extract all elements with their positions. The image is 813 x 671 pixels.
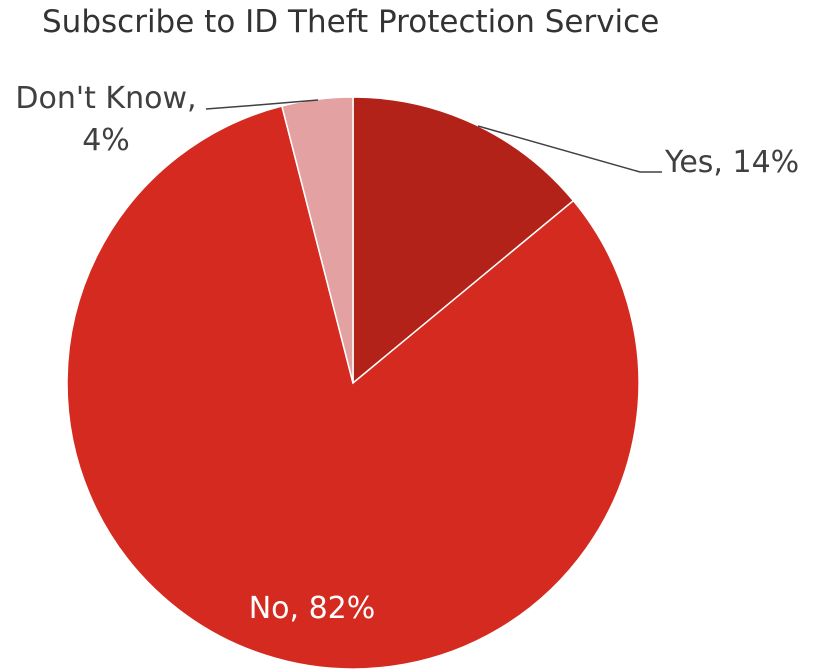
slice-label-yes: Yes, 14%: [664, 145, 799, 180]
slice-label-no: No, 82%: [249, 591, 376, 626]
slice-labels: Yes, 14% No, 82% Don't Know, 4%: [15, 81, 799, 626]
leader-line-don-t-know: [205, 99, 319, 110]
slice-label-don-t-know: Don't Know, 4%: [15, 81, 196, 158]
pie-slice-don-t-know: [280, 96, 354, 384]
chart-title: Subscribe to ID Theft Protection Service: [42, 4, 660, 40]
leader-lines: [205, 99, 662, 173]
leader-line-yes: [477, 125, 662, 173]
pie-slice-yes: [352, 96, 575, 385]
pie-slice-no: [66, 105, 640, 670]
pie-slices: [66, 96, 640, 670]
